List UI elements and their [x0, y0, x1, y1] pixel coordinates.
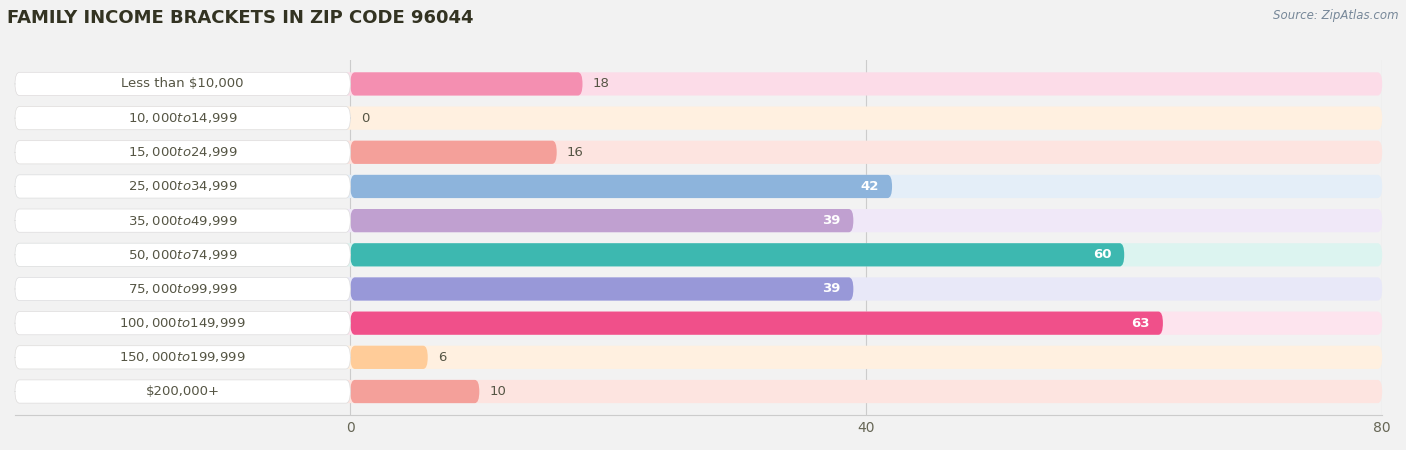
Text: 39: 39 — [823, 283, 841, 296]
FancyBboxPatch shape — [350, 380, 479, 403]
Text: 42: 42 — [860, 180, 879, 193]
Text: $35,000 to $49,999: $35,000 to $49,999 — [128, 214, 238, 228]
Text: FAMILY INCOME BRACKETS IN ZIP CODE 96044: FAMILY INCOME BRACKETS IN ZIP CODE 96044 — [7, 9, 474, 27]
FancyBboxPatch shape — [350, 209, 853, 232]
Text: $150,000 to $199,999: $150,000 to $199,999 — [120, 351, 246, 364]
FancyBboxPatch shape — [15, 209, 350, 232]
FancyBboxPatch shape — [15, 107, 1382, 130]
FancyBboxPatch shape — [15, 72, 350, 95]
FancyBboxPatch shape — [15, 141, 1382, 164]
Text: $15,000 to $24,999: $15,000 to $24,999 — [128, 145, 238, 159]
Text: $25,000 to $34,999: $25,000 to $34,999 — [128, 180, 238, 194]
FancyBboxPatch shape — [15, 141, 350, 164]
Text: 10: 10 — [489, 385, 506, 398]
Text: Source: ZipAtlas.com: Source: ZipAtlas.com — [1274, 9, 1399, 22]
FancyBboxPatch shape — [15, 380, 1382, 403]
Text: 63: 63 — [1132, 317, 1150, 330]
FancyBboxPatch shape — [15, 311, 350, 335]
FancyBboxPatch shape — [350, 141, 557, 164]
FancyBboxPatch shape — [15, 209, 1382, 232]
Text: 0: 0 — [361, 112, 368, 125]
Text: Less than $10,000: Less than $10,000 — [121, 77, 243, 90]
FancyBboxPatch shape — [15, 243, 350, 266]
FancyBboxPatch shape — [15, 72, 1382, 95]
FancyBboxPatch shape — [15, 175, 350, 198]
FancyBboxPatch shape — [350, 175, 891, 198]
FancyBboxPatch shape — [15, 346, 350, 369]
Text: $10,000 to $14,999: $10,000 to $14,999 — [128, 111, 238, 125]
FancyBboxPatch shape — [350, 277, 853, 301]
FancyBboxPatch shape — [350, 72, 582, 95]
FancyBboxPatch shape — [350, 346, 427, 369]
FancyBboxPatch shape — [15, 346, 1382, 369]
FancyBboxPatch shape — [15, 175, 1382, 198]
Text: 60: 60 — [1092, 248, 1111, 261]
Text: $100,000 to $149,999: $100,000 to $149,999 — [120, 316, 246, 330]
Text: 6: 6 — [439, 351, 447, 364]
FancyBboxPatch shape — [15, 311, 1382, 335]
Text: 18: 18 — [593, 77, 610, 90]
Text: $200,000+: $200,000+ — [146, 385, 219, 398]
FancyBboxPatch shape — [15, 277, 1382, 301]
FancyBboxPatch shape — [15, 380, 350, 403]
FancyBboxPatch shape — [15, 107, 350, 130]
Text: $75,000 to $99,999: $75,000 to $99,999 — [128, 282, 238, 296]
FancyBboxPatch shape — [350, 243, 1125, 266]
Text: $50,000 to $74,999: $50,000 to $74,999 — [128, 248, 238, 262]
FancyBboxPatch shape — [15, 243, 1382, 266]
Text: 16: 16 — [567, 146, 583, 159]
FancyBboxPatch shape — [350, 311, 1163, 335]
FancyBboxPatch shape — [15, 277, 350, 301]
Text: 39: 39 — [823, 214, 841, 227]
